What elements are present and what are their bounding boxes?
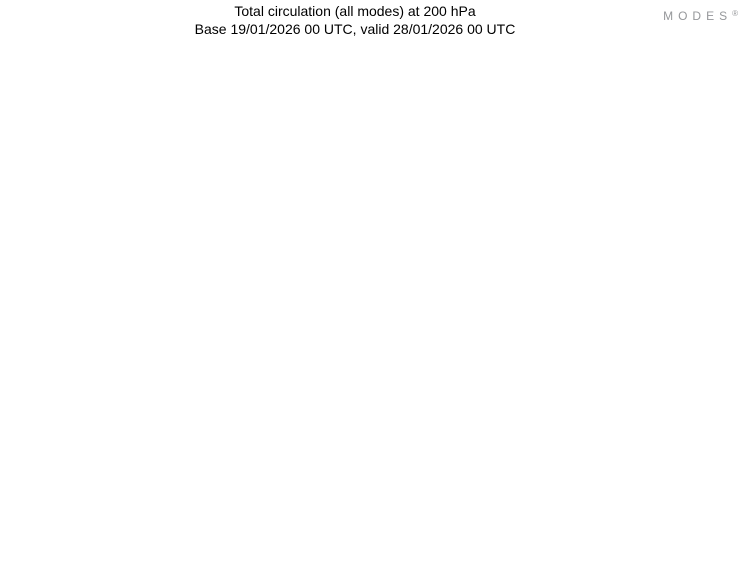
chart-title: Total circulation (all modes) at 200 hPa [234,3,476,19]
chart-subtitle: Base 19/01/2026 00 UTC, valid 28/01/2026… [194,21,516,37]
registered-mark-icon: ® [732,9,738,18]
modes-logo: MODES® [663,9,738,23]
modes-logo-text: MODES [663,9,733,23]
